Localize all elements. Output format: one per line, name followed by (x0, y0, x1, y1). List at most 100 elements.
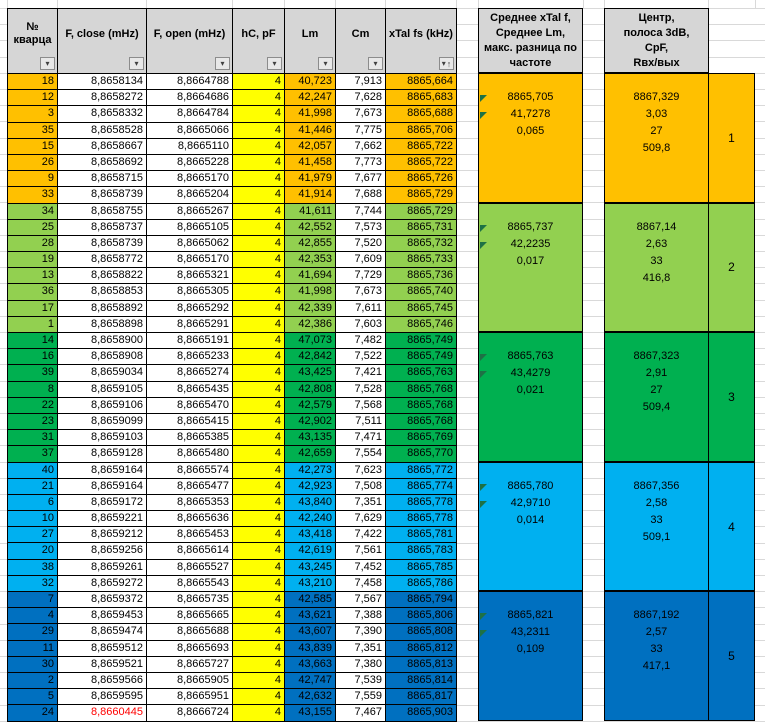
cell-f_close[interactable]: 8,8658272 (58, 90, 147, 107)
cell-cm[interactable]: 7,688 (336, 187, 386, 204)
cell-fs[interactable]: 8865,770 (386, 446, 457, 463)
cell-cm[interactable]: 7,628 (336, 90, 386, 107)
cell-f_open[interactable]: 8,8665477 (147, 478, 233, 495)
cell-num[interactable]: 2 (8, 672, 58, 690)
cell-cm[interactable]: 7,729 (336, 268, 386, 285)
cell-num[interactable]: 17 (8, 300, 58, 317)
cell-num[interactable]: 37 (8, 446, 58, 463)
cell-cm[interactable]: 7,744 (336, 203, 386, 220)
cell-hc[interactable]: 4 (233, 90, 285, 107)
cell-f_open[interactable]: 8,8665905 (147, 672, 233, 690)
cell-lm[interactable]: 47,073 (285, 333, 336, 350)
cell-cm[interactable]: 7,611 (336, 300, 386, 317)
cell-num[interactable]: 1 (8, 316, 58, 333)
cell-fs[interactable]: 8865,683 (386, 90, 457, 107)
cell-hc[interactable]: 4 (233, 689, 285, 706)
cell-f_close[interactable]: 8,8658715 (58, 171, 147, 188)
cell-lm[interactable]: 43,840 (285, 494, 336, 512)
cell-num[interactable]: 22 (8, 397, 58, 414)
cell-fs[interactable]: 8865,786 (386, 575, 457, 592)
cell-f_close[interactable]: 8,8659164 (58, 462, 147, 479)
cell-fs[interactable]: 8865,726 (386, 171, 457, 188)
cell-hc[interactable]: 4 (233, 575, 285, 592)
cell-cm[interactable]: 7,913 (336, 74, 386, 91)
cell-fs[interactable]: 8865,740 (386, 284, 457, 301)
cell-f_open[interactable]: 8,8665062 (147, 235, 233, 253)
cell-hc[interactable]: 4 (233, 543, 285, 560)
cell-hc[interactable]: 4 (233, 511, 285, 528)
cell-fs[interactable]: 8865,806 (386, 608, 457, 625)
avg-summary-cell[interactable]: 8865,780 42,9710 0,014 (478, 461, 583, 592)
cell-cm[interactable]: 7,773 (336, 154, 386, 172)
cell-fs[interactable]: 8865,813 (386, 656, 457, 673)
cell-num[interactable]: 27 (8, 527, 58, 544)
cell-hc[interactable]: 4 (233, 268, 285, 285)
cell-hc[interactable]: 4 (233, 74, 285, 91)
cell-f_open[interactable]: 8,8665110 (147, 138, 233, 155)
cell-cm[interactable]: 7,603 (336, 316, 386, 333)
cell-f_close[interactable]: 8,8658528 (58, 122, 147, 139)
cell-lm[interactable]: 42,057 (285, 138, 336, 155)
cell-f_open[interactable]: 8,8665274 (147, 365, 233, 382)
cell-num[interactable]: 18 (8, 74, 58, 91)
cell-f_open[interactable]: 8,8665574 (147, 462, 233, 479)
cell-f_close[interactable]: 8,8658739 (58, 235, 147, 253)
cell-num[interactable]: 13 (8, 268, 58, 285)
avg-summary-cell[interactable]: 8865,821 43,2311 0,109 (478, 591, 583, 721)
cell-cm[interactable]: 7,673 (336, 284, 386, 301)
cell-f_close[interactable]: 8,8658332 (58, 106, 147, 123)
cell-num[interactable]: 21 (8, 478, 58, 495)
cell-f_close[interactable]: 8,8659512 (58, 640, 147, 657)
cell-lm[interactable]: 41,611 (285, 203, 336, 220)
cell-num[interactable]: 35 (8, 122, 58, 139)
cell-cm[interactable]: 7,673 (336, 106, 386, 123)
cell-fs[interactable]: 8865,808 (386, 624, 457, 641)
cell-f_open[interactable]: 8,8665267 (147, 203, 233, 220)
cell-num[interactable]: 25 (8, 219, 58, 236)
cell-hc[interactable]: 4 (233, 494, 285, 512)
filter-dropdown-icon[interactable]: ▾ (318, 57, 333, 70)
cell-f_close[interactable]: 8,8659164 (58, 478, 147, 495)
cell-f_open[interactable]: 8,8665636 (147, 511, 233, 528)
cell-f_open[interactable]: 8,8665735 (147, 592, 233, 609)
center-summary-cell[interactable]: 8867,329 3,03 27 509,8 (604, 73, 709, 203)
cell-num[interactable]: 19 (8, 252, 58, 269)
cell-lm[interactable]: 42,386 (285, 316, 336, 333)
cell-lm[interactable]: 43,663 (285, 656, 336, 673)
cell-num[interactable]: 31 (8, 430, 58, 447)
cell-num[interactable]: 28 (8, 235, 58, 253)
cell-f_close[interactable]: 8,8658900 (58, 333, 147, 350)
filter-dropdown-icon[interactable]: ▾ (368, 57, 383, 70)
cell-f_open[interactable]: 8,8665951 (147, 689, 233, 706)
cell-cm[interactable]: 7,380 (336, 656, 386, 673)
cell-num[interactable]: 33 (8, 187, 58, 204)
cell-f_close[interactable]: 8,8660445 (58, 705, 147, 722)
cell-cm[interactable]: 7,775 (336, 122, 386, 139)
cell-hc[interactable]: 4 (233, 219, 285, 236)
cell-lm[interactable]: 41,694 (285, 268, 336, 285)
cell-lm[interactable]: 42,632 (285, 689, 336, 706)
cell-fs[interactable]: 8865,736 (386, 268, 457, 285)
cell-hc[interactable]: 4 (233, 106, 285, 123)
cell-hc[interactable]: 4 (233, 478, 285, 495)
cell-hc[interactable]: 4 (233, 203, 285, 220)
cell-cm[interactable]: 7,482 (336, 333, 386, 350)
cell-num[interactable]: 14 (8, 333, 58, 350)
cell-f_open[interactable]: 8,8665693 (147, 640, 233, 657)
cell-fs[interactable]: 8865,731 (386, 219, 457, 236)
cell-f_open[interactable]: 8,8665385 (147, 430, 233, 447)
cell-hc[interactable]: 4 (233, 640, 285, 657)
cell-f_open[interactable]: 8,8664784 (147, 106, 233, 123)
cell-num[interactable]: 24 (8, 705, 58, 722)
filter-dropdown-icon[interactable]: ▾ (215, 57, 230, 70)
cell-f_open[interactable]: 8,8665543 (147, 575, 233, 592)
cell-fs[interactable]: 8865,769 (386, 430, 457, 447)
cell-num[interactable]: 3 (8, 106, 58, 123)
cell-cm[interactable]: 7,351 (336, 640, 386, 657)
cell-f_open[interactable]: 8,8665688 (147, 624, 233, 641)
cell-cm[interactable]: 7,388 (336, 608, 386, 625)
cell-hc[interactable]: 4 (233, 413, 285, 431)
cell-num[interactable]: 9 (8, 171, 58, 188)
cell-hc[interactable]: 4 (233, 187, 285, 204)
cell-lm[interactable]: 42,579 (285, 397, 336, 414)
